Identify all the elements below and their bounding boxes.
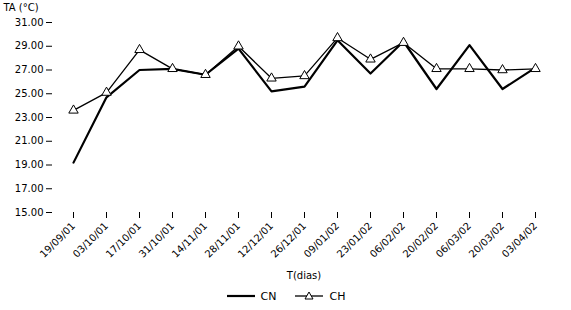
svg-text:31.00: 31.00 [15, 17, 44, 28]
svg-text:31/10/01: 31/10/01 [136, 220, 177, 260]
svg-text:23/01/02: 23/01/02 [334, 220, 375, 260]
svg-text:12/12/01: 12/12/01 [235, 220, 276, 260]
svg-text:23.00: 23.00 [15, 112, 44, 123]
svg-text:15.00: 15.00 [15, 207, 44, 218]
svg-text:21.00: 21.00 [15, 135, 44, 146]
svg-text:29.00: 29.00 [15, 40, 44, 51]
html-text:CN: CN [260, 289, 277, 303]
svg-text:17/10/01: 17/10/01 [103, 220, 144, 260]
svg-text:14/11/01: 14/11/01 [169, 220, 210, 260]
svg-text:19.00: 19.00 [15, 159, 44, 170]
svg-text:19/09/01: 19/09/01 [37, 220, 78, 260]
svg-text:03/04/02: 03/04/02 [500, 220, 540, 260]
svg-text:20/03/02: 20/03/02 [466, 220, 507, 260]
svg-text:27.00: 27.00 [15, 64, 44, 75]
svg-text:17.00: 17.00 [15, 183, 44, 194]
svg-text:T(dias): T(dias) [286, 270, 321, 281]
svg-text:28/11/01: 28/11/01 [202, 220, 243, 260]
svg-text:20/02/02: 20/02/02 [400, 220, 441, 260]
svg-text:26/12/01: 26/12/01 [268, 220, 309, 260]
svg-text:03/10/01: 03/10/01 [70, 220, 111, 260]
svg-text:TA (°C): TA (°C) [3, 2, 39, 13]
svg-text:09/01/02: 09/01/02 [301, 220, 342, 260]
html-text:CH: CH [329, 289, 346, 303]
svg-text:06/02/02: 06/02/02 [367, 220, 408, 260]
svg-text:06/03/02: 06/03/02 [433, 220, 474, 260]
svg-text:25.00: 25.00 [15, 88, 44, 99]
